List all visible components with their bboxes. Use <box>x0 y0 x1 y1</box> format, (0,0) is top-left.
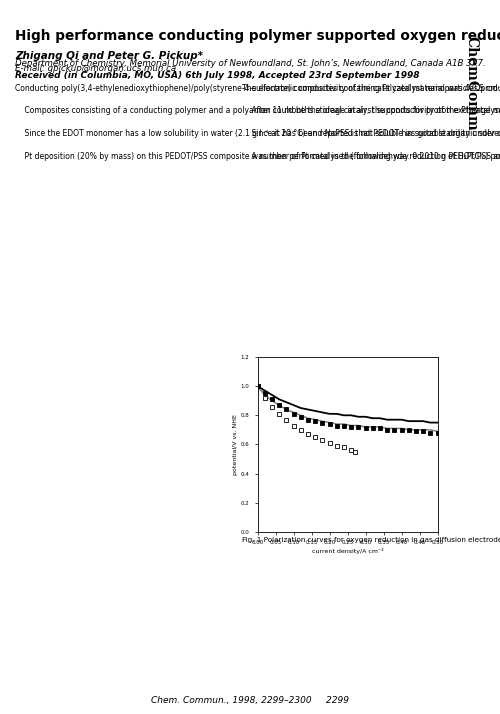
Text: Conducting poly(3,4-ethylenedioxythiophene)/poly(styrene-4-sulfonate) composites: Conducting poly(3,4-ethylenedioxythiophe… <box>15 84 500 161</box>
Text: Received (in Columbia, MO, USA) 6th July 1998, Accepted 23rd September 1998: Received (in Columbia, MO, USA) 6th July… <box>15 71 419 81</box>
Text: E-mail: gpickup@morgan.ucs.mun.ca: E-mail: gpickup@morgan.ucs.mun.ca <box>15 64 176 74</box>
Y-axis label: potential/V vs. NHE: potential/V vs. NHE <box>232 414 237 475</box>
Text: High performance conducting polymer supported oxygen reduction catalysts: High performance conducting polymer supp… <box>15 29 500 43</box>
Text: Zhigang Qi and Peter G. Pickup*: Zhigang Qi and Peter G. Pickup* <box>15 51 203 61</box>
X-axis label: current density/A cm⁻²: current density/A cm⁻² <box>312 548 384 554</box>
Text: Department of Chemistry, Memorial University of Newfoundland, St. John’s, Newfou: Department of Chemistry, Memorial Univer… <box>15 59 486 68</box>
Text: Fig. 1 Polarization curves for oxygen reduction in gas diffusion electrodes at a: Fig. 1 Polarization curves for oxygen re… <box>242 536 500 543</box>
Text: The electronic conductivity of the catalyzed material was 4.0 S cm⁻¹ (Vulcan XC-: The electronic conductivity of the catal… <box>242 84 500 161</box>
Text: ChemComm: ChemComm <box>464 36 478 131</box>
Text: Chem. Commun., 1998, 2299–2300     2299: Chem. Commun., 1998, 2299–2300 2299 <box>151 695 349 705</box>
